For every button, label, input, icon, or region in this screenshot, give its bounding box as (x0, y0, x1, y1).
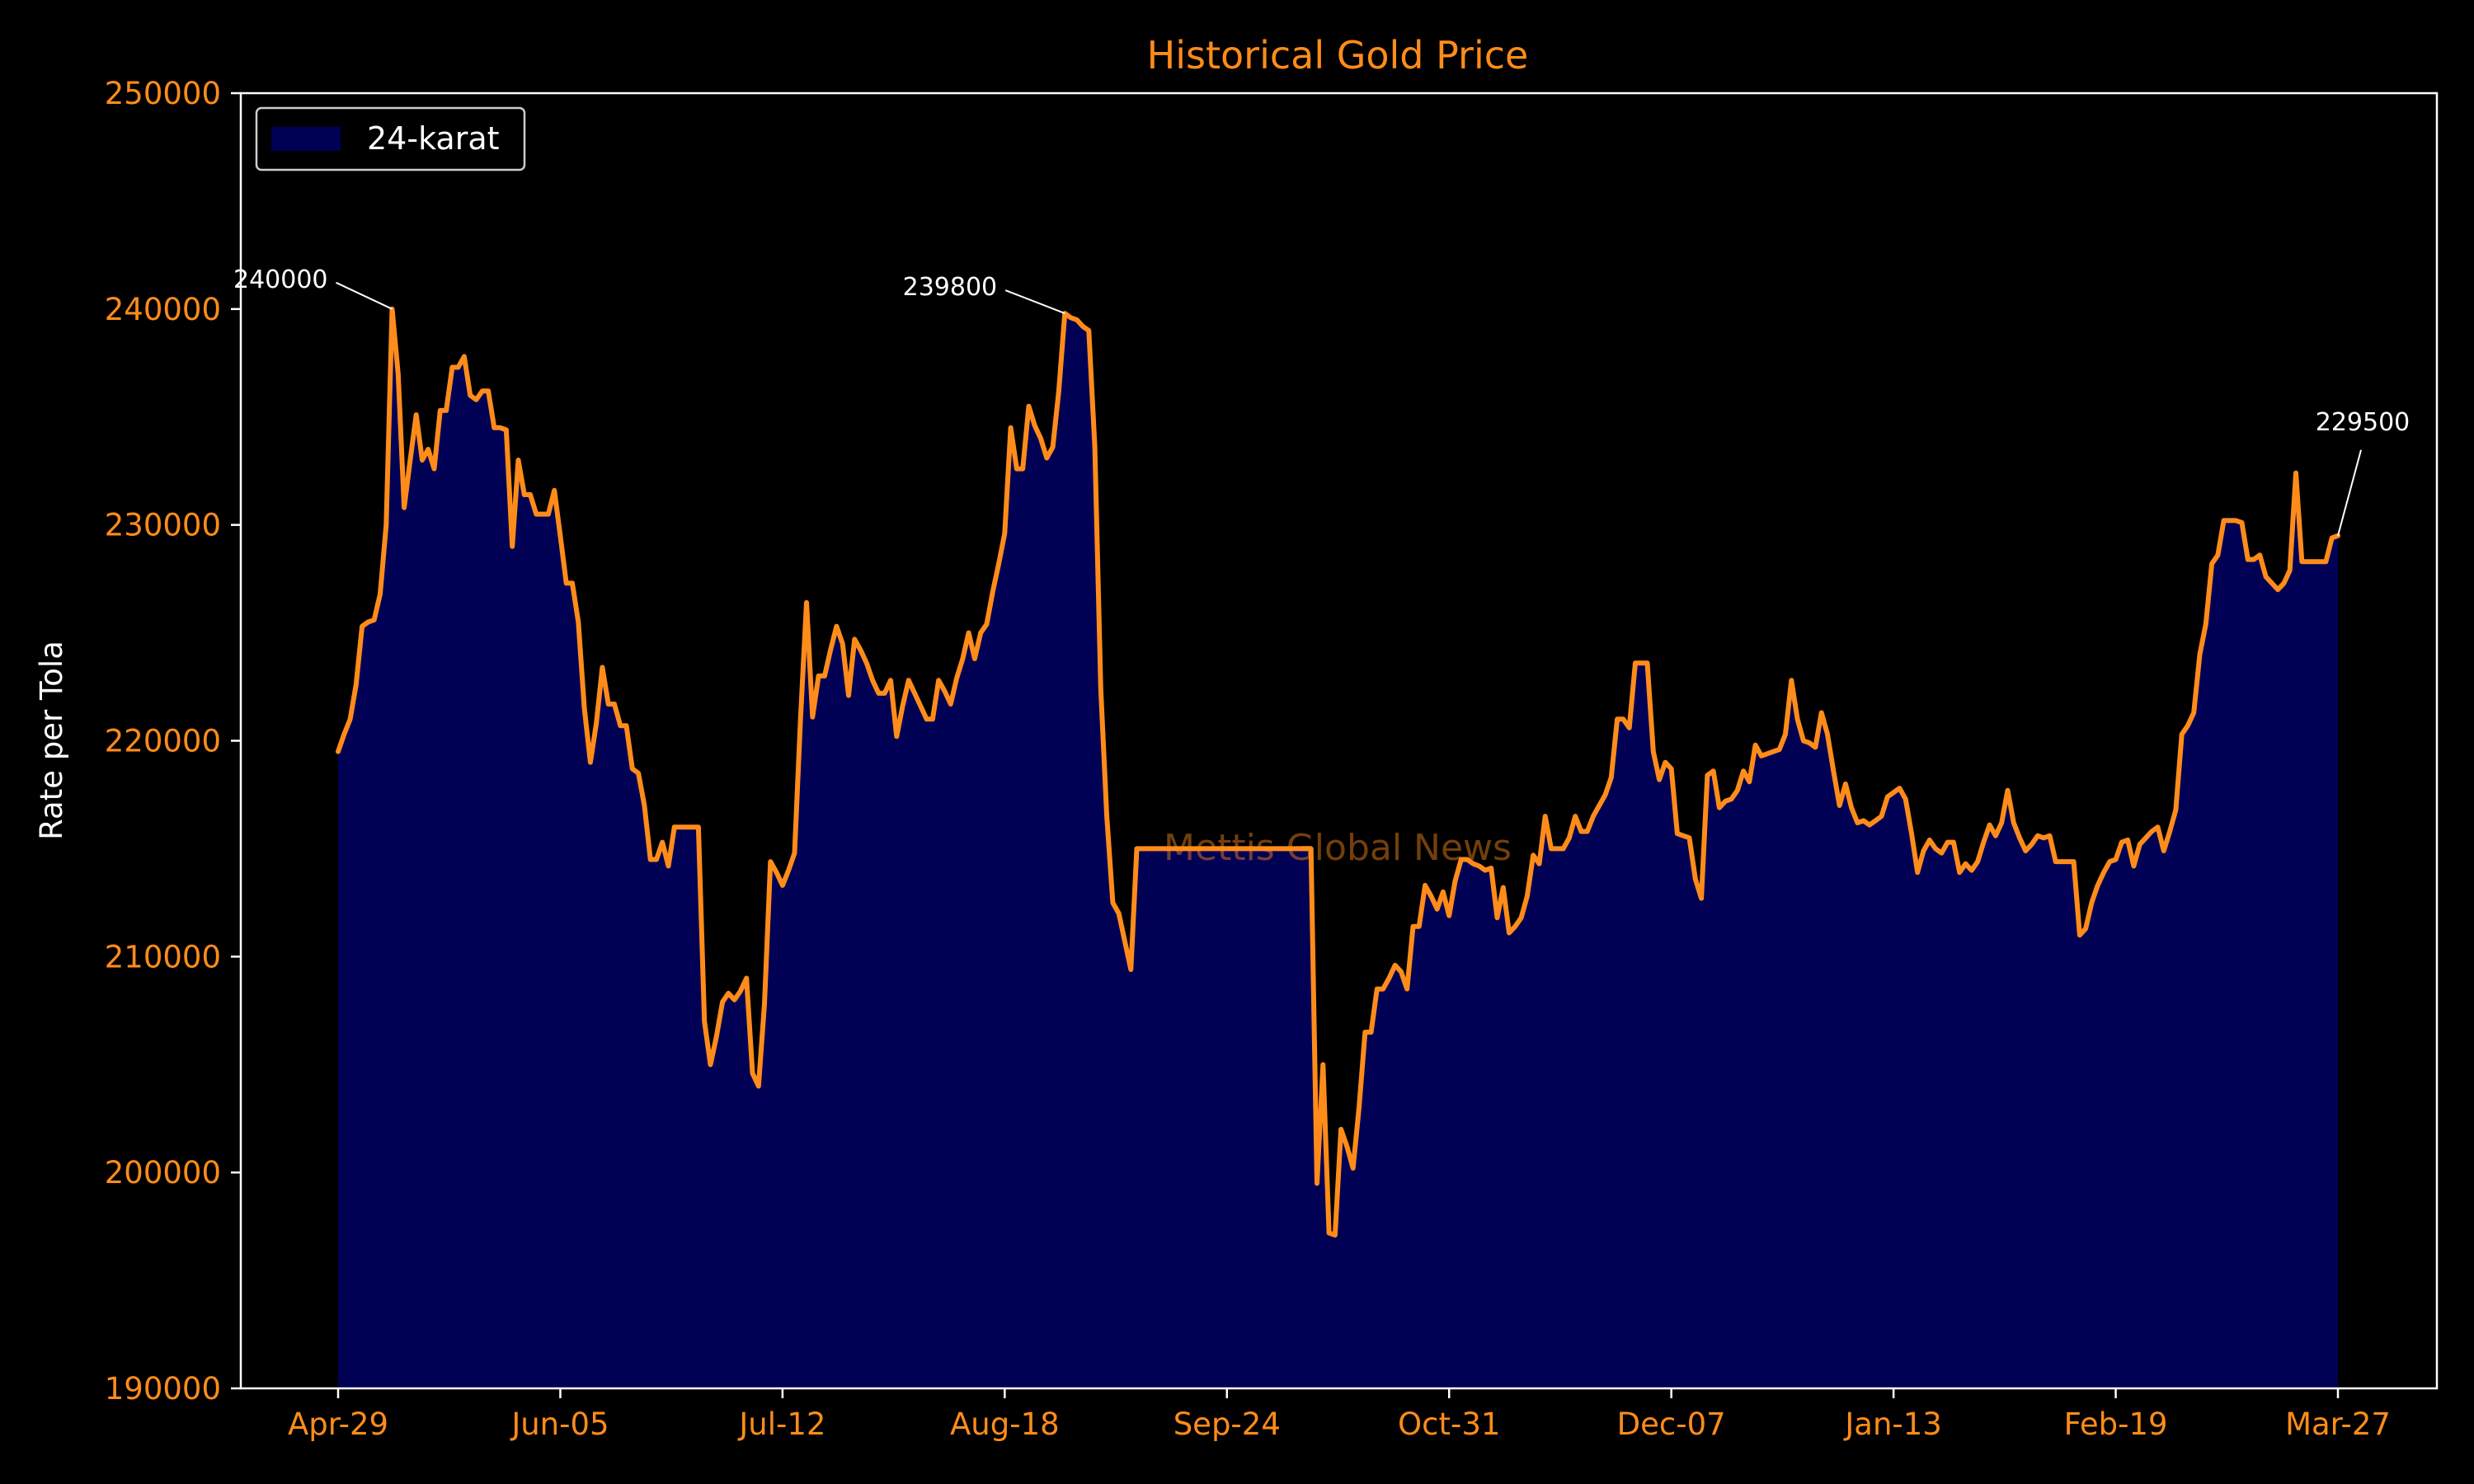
x-tick-label: Jan-13 (1843, 1407, 1941, 1442)
area-fill-24-karat (338, 308, 2338, 1388)
x-tick-label: Feb-19 (2064, 1407, 2168, 1442)
x-tick-label: Jun-05 (510, 1407, 609, 1442)
y-tick-label: 210000 (105, 939, 221, 974)
annotation-label: 240000 (233, 265, 328, 294)
x-tick-label: Dec-07 (1617, 1407, 1726, 1442)
annotations: 240000 239800 229500 (233, 265, 2411, 537)
y-tick-label: 250000 (105, 76, 221, 111)
y-tick-label: 190000 (105, 1371, 221, 1407)
x-tick-label: Sep-24 (1174, 1407, 1281, 1442)
series-line-24-karat (336, 306, 2340, 1238)
y-tick-label: 200000 (105, 1155, 221, 1190)
legend-label-24-karat: 24-karat (367, 120, 500, 157)
chart-title: Historical Gold Price (1147, 33, 1529, 77)
y-axis: 190000 200000 210000 220000 230000 240000 2500… (105, 76, 241, 1407)
x-tick-label: Aug-18 (950, 1407, 1060, 1442)
x-tick-label: Apr-29 (288, 1407, 388, 1442)
y-tick-label: 230000 (105, 508, 221, 543)
annotation-leader (2337, 449, 2362, 537)
annotation-label: 239800 (903, 273, 998, 302)
plot-area (336, 306, 2340, 1388)
annotation-leader (1004, 289, 1065, 315)
y-axis-label: Rate per Tola (34, 641, 69, 840)
legend-box (255, 106, 526, 171)
x-tick-label: Jul-12 (737, 1407, 825, 1442)
y-tick-label: 240000 (105, 292, 221, 327)
annotation-label: 229500 (2316, 408, 2411, 437)
y-tick-label: 220000 (105, 724, 221, 759)
x-axis: Apr-29 Jun-05 Jul-12 Aug-18 Sep-24 Oct-31 Dec-… (288, 1388, 2391, 1442)
annotation-leader (336, 281, 393, 310)
legend-swatch-24-karat (271, 127, 341, 151)
legend: 24-karat (255, 106, 526, 171)
x-tick-label: Mar-27 (2285, 1407, 2391, 1442)
watermark: Mettis Global News (1164, 827, 1512, 869)
x-tick-label: Oct-31 (1398, 1407, 1500, 1442)
